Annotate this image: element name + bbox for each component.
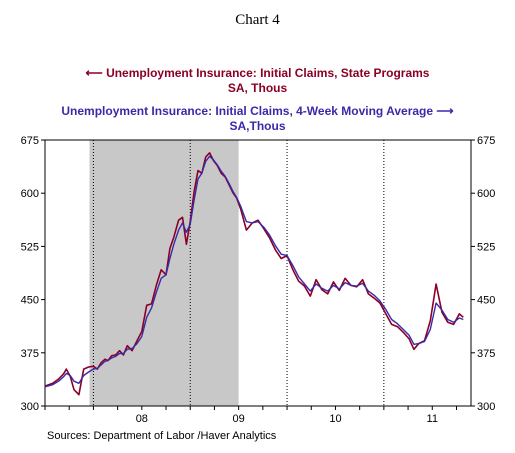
y-tick-label-left-300: 300 [21, 401, 39, 413]
plot-frame [44, 139, 472, 407]
x-tick-label-08: 08 [136, 413, 148, 425]
x-tick-label-09: 09 [233, 413, 245, 425]
arrow-left-icon: ⟵ [85, 66, 103, 80]
y-tick-label-left-450: 450 [21, 295, 39, 307]
y-tick-label-right-600: 600 [477, 188, 495, 200]
y-tick-label-right-450: 450 [477, 295, 495, 307]
legend-series2-line2: SA,Thous [229, 119, 286, 133]
series-moving-average-line [44, 155, 464, 388]
chart-title: Chart 4 [235, 12, 280, 28]
y-tick-label-left-675: 675 [21, 135, 39, 147]
x-tick-label-10: 10 [329, 413, 341, 425]
y-tick-label-right-375: 375 [477, 348, 495, 360]
y-tick-label-left-375: 375 [21, 348, 39, 360]
legend-series1-line2: SA, Thous [227, 81, 288, 95]
y-tick-label-right-300: 300 [477, 401, 495, 413]
y-tick-label-right-525: 525 [477, 241, 495, 253]
y-tick-label-right-675: 675 [477, 135, 495, 147]
y-tick-label-left-525: 525 [21, 241, 39, 253]
legend-series2-line1: Unemployment Insurance: Initial Claims, … [61, 104, 454, 118]
y-tick-label-left-600: 600 [21, 188, 39, 200]
arrow-right-icon: ⟶ [436, 104, 454, 118]
source-note: Sources: Department of Labor /Haver Anal… [47, 430, 277, 442]
legend-series1-line1: ⟵ Unemployment Insurance: Initial Claims… [85, 66, 430, 80]
x-tick-label-11: 11 [427, 413, 438, 425]
